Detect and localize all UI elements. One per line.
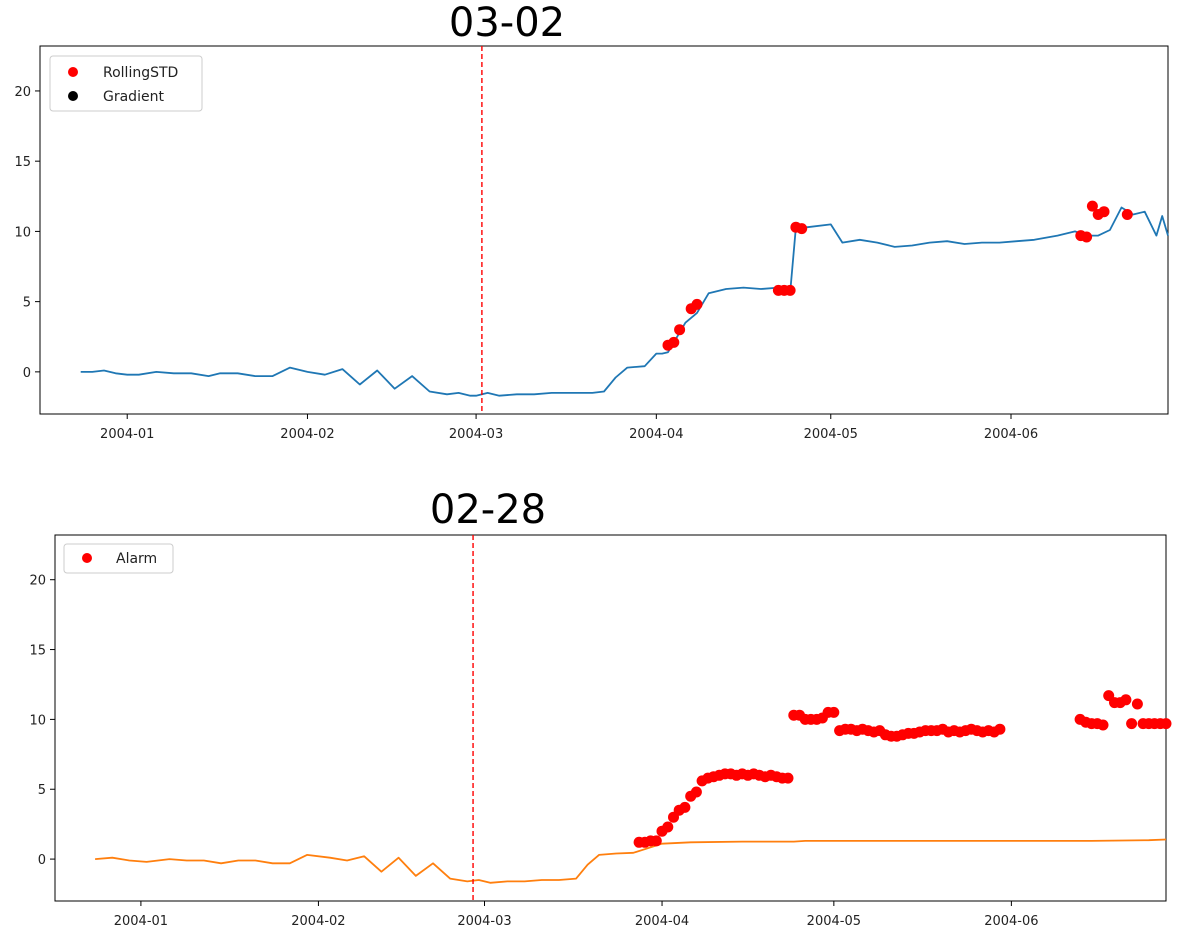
plot-area-top: 0 5 10 15 20 2004-01 2004-02 2004-03 2004-04 2004…: [14, 46, 1169, 442]
x-tick-label: 2004-02: [291, 914, 345, 929]
x-tick-label: 2004-06: [984, 914, 1038, 929]
series-line-0: [80, 206, 1169, 397]
legend-label-alarm: Alarm: [116, 551, 157, 567]
scatter-point: [1160, 718, 1172, 730]
series-line-1: [95, 838, 1167, 884]
y-tick-label: 10: [29, 713, 46, 728]
x-tick-label: 2004-03: [449, 427, 503, 442]
y-tick-label: 5: [38, 783, 46, 798]
scatter-point: [662, 821, 674, 833]
y-tick-label: 15: [29, 644, 46, 659]
scatter-point: [1097, 719, 1109, 731]
scatter-point: [691, 298, 703, 310]
scatter-point: [1126, 718, 1138, 730]
legend-marker-gradient: [68, 91, 78, 101]
chart-panel-bottom: 02-28 0 5 10 15 20 2004-01 2004-02 2004-03 2004-…: [29, 487, 1172, 929]
legend-top: RollingSTD Gradient: [49, 55, 203, 112]
scatter-point: [650, 835, 662, 847]
scatter-point: [1131, 698, 1143, 710]
scatter-point: [1121, 209, 1133, 220]
chart-title-top: 03-02: [449, 0, 565, 46]
y-tick-label: 15: [14, 155, 31, 170]
legend-marker-alarm: [82, 553, 92, 563]
scatter-point: [796, 223, 808, 235]
legend-marker-rollingstd: [68, 67, 78, 77]
x-tick-label: 2004-03: [457, 914, 511, 929]
scatter-point: [1081, 231, 1093, 243]
plot-area-bottom: 0 5 10 15 20 2004-01 2004-02 2004-03 2004-04 2004…: [29, 535, 1172, 929]
y-tick-label: 0: [23, 366, 31, 381]
scatter-point: [782, 772, 794, 784]
x-tick-label: 2004-01: [114, 914, 168, 929]
y-tick-label: 5: [23, 296, 31, 311]
x-tick-label: 2004-04: [635, 914, 689, 929]
x-tick-label: 2004-06: [984, 427, 1038, 442]
scatter-point: [679, 801, 691, 813]
legend-box-bottom: [63, 543, 174, 574]
x-tick-label: 2004-05: [807, 914, 861, 929]
plot-frame-bottom: [54, 534, 1167, 902]
scatter-point: [690, 786, 702, 798]
y-tick-label: 0: [38, 853, 46, 868]
scatter-point: [994, 723, 1006, 735]
scatter-point: [1086, 200, 1098, 212]
x-tick-label: 2004-02: [280, 427, 334, 442]
scatter-point: [668, 336, 680, 348]
plot-frame-top: [39, 45, 1169, 415]
y-tick-label: 20: [29, 574, 46, 589]
scatter-point: [828, 706, 840, 718]
chart-panel-top: 03-02 0 5 10 15 20 2004-01 2004-02 2004-03 2004-…: [14, 0, 1169, 442]
chart-title-bottom: 02-28: [430, 487, 546, 533]
y-tick-label: 20: [14, 85, 31, 100]
scatter-point: [784, 284, 796, 296]
legend-label-gradient: Gradient: [103, 89, 164, 105]
scatter-point: [674, 324, 686, 336]
x-tick-label: 2004-05: [804, 427, 858, 442]
x-tick-label: 2004-01: [100, 427, 154, 442]
y-tick-label: 10: [14, 225, 31, 240]
legend-box-top: [49, 55, 203, 112]
scatter-point: [1120, 694, 1132, 706]
legend-bottom: Alarm: [63, 543, 174, 574]
scatter-point: [1098, 206, 1110, 218]
legend-label-rollingstd: RollingSTD: [103, 65, 178, 81]
x-tick-label: 2004-04: [629, 427, 683, 442]
